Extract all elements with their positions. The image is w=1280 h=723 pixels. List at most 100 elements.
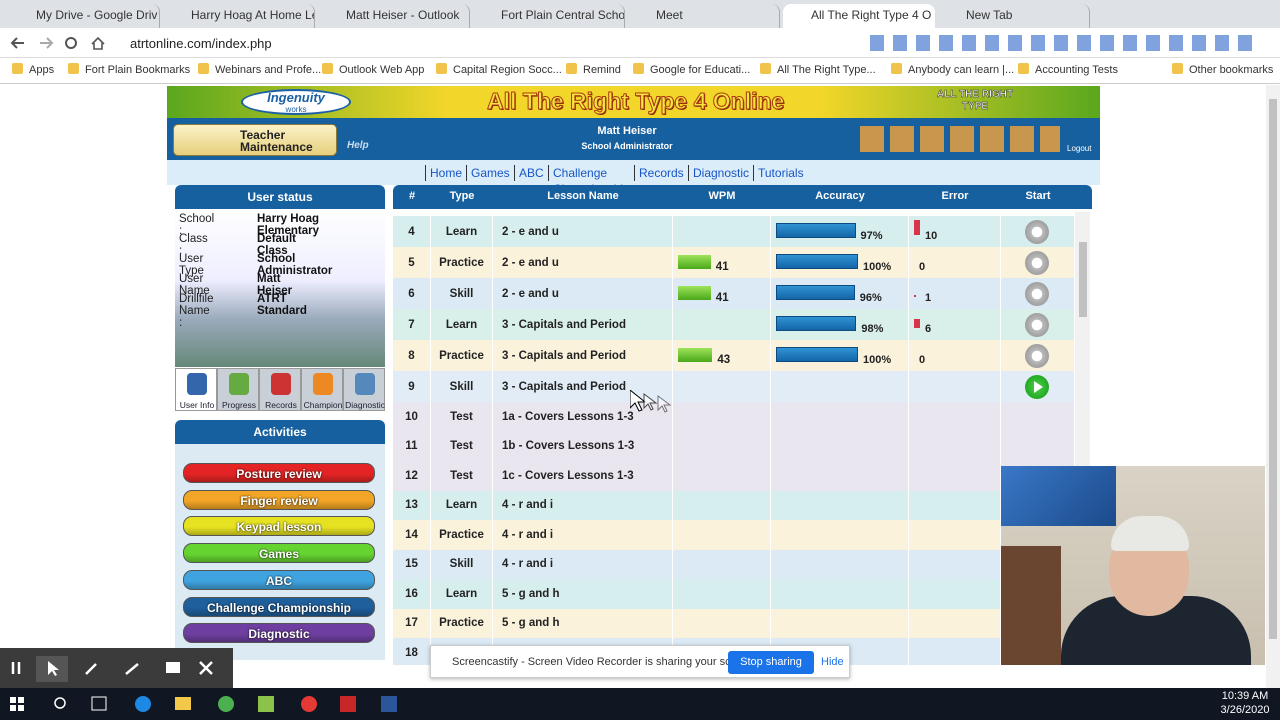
cell-error	[909, 579, 1001, 609]
table-row[interactable]: 11 Test 1b - Covers Lessons 1-3	[393, 431, 1075, 461]
bookmark[interactable]: Accounting Tests	[1018, 62, 1118, 78]
accuracy-bar	[776, 315, 857, 331]
cell-wpm	[673, 371, 771, 402]
bookmark[interactable]: Outlook Web App	[322, 62, 424, 78]
table-row[interactable]: 13 Learn 4 - r and i	[393, 490, 1075, 520]
other-bookmarks[interactable]: Other bookmarks	[1172, 62, 1273, 78]
logout[interactable]: Logout	[1067, 144, 1092, 153]
side-tab[interactable]: Champion	[301, 368, 343, 411]
cell-wpm	[673, 520, 771, 550]
table-row[interactable]: 16 Learn 5 - g and h	[393, 579, 1075, 609]
start-done[interactable]	[1025, 281, 1049, 306]
side-tab[interactable]: Diagnostic	[343, 368, 385, 411]
nav-link[interactable]: Games	[466, 165, 514, 181]
side-tab[interactable]: User Info	[175, 368, 217, 411]
row-type: Skill	[449, 380, 474, 393]
nav-link[interactable]: Tutorials	[753, 165, 808, 181]
row-number: 12	[405, 469, 418, 482]
row-number: 4	[408, 225, 415, 238]
browser-tab[interactable]: Fort Plain Central Scho	[473, 4, 625, 28]
teacher-maintenance[interactable]: Teacher Maintenance	[173, 124, 337, 156]
table-row[interactable]: 6 Skill 2 - e and u 41 96% 1	[393, 278, 1075, 309]
bookmark[interactable]: Google for Educati...	[633, 62, 750, 78]
table-row[interactable]: 10 Test 1a - Covers Lessons 1-3	[393, 402, 1075, 432]
clock-date[interactable]: 3/26/2020	[1220, 704, 1270, 716]
start-done[interactable]	[1025, 219, 1049, 244]
nav-link[interactable]: Records	[634, 165, 688, 181]
browser-tab[interactable]: New Tab	[938, 4, 1090, 28]
table-row[interactable]: 4 Learn 2 - e and u 97% 10	[393, 216, 1075, 247]
stop-sharing[interactable]: Stop sharing	[728, 651, 814, 674]
nav-buttons[interactable]	[8, 34, 108, 52]
bookmark[interactable]: Anybody can learn |...	[891, 62, 1014, 78]
nav-link[interactable]: Challenge Championship	[548, 165, 634, 196]
side-tab[interactable]: Records	[259, 368, 301, 411]
start-done[interactable]	[1025, 343, 1049, 368]
side-tab-icon	[187, 373, 207, 395]
clock-time[interactable]: 10:39 AM	[1221, 690, 1269, 702]
row-type: Practice	[439, 617, 484, 630]
hide[interactable]: Hide	[821, 656, 844, 668]
user-status-panel	[175, 209, 385, 367]
browser-tab[interactable]: My Drive - Google Driv	[8, 4, 160, 28]
table-row[interactable]: 12 Test 1c - Covers Lessons 1-3	[393, 461, 1075, 491]
teacher-maintenance-label[interactable]: Teacher Maintenance	[240, 128, 313, 154]
browser-tab[interactable]: Matt Heiser - Outlook	[318, 4, 470, 28]
start-done[interactable]	[1025, 250, 1049, 275]
taskbar-icons[interactable]	[0, 688, 420, 720]
nav-link[interactable]: Home	[425, 165, 466, 181]
side-tab-label[interactable]: Champion	[303, 400, 343, 410]
side-tab-icon	[313, 373, 333, 395]
bookmark[interactable]: Apps	[12, 62, 54, 78]
side-tab[interactable]: Progress	[217, 368, 259, 411]
recorder-toolbar[interactable]	[0, 648, 233, 688]
help[interactable]: Help	[347, 140, 369, 151]
side-tab-icon	[271, 373, 291, 395]
cell-num: 18	[393, 638, 431, 665]
bookmark[interactable]: All The Right Type...	[760, 62, 876, 78]
side-tab-label[interactable]: Records	[265, 400, 297, 410]
activity-button[interactable]: Diagnostic	[183, 623, 375, 644]
table-row[interactable]: 7 Learn 3 - Capitals and Period 98% 6	[393, 309, 1075, 340]
side-tab-label[interactable]: User Info	[179, 400, 215, 410]
activity-button[interactable]: Keypad lesson	[183, 516, 375, 537]
table-row[interactable]: 17 Practice 5 - g and h	[393, 608, 1075, 638]
table-row[interactable]: 9 Skill 3 - Capitals and Period	[393, 371, 1075, 402]
row-lesson: 2 - e and u	[502, 256, 559, 269]
header-icons[interactable]	[860, 126, 1060, 152]
page-scrollbar[interactable]	[1266, 85, 1280, 688]
url[interactable]: atrtonline.com/index.php	[130, 36, 272, 51]
activity-button[interactable]: Finger review	[183, 489, 375, 510]
wpm-bar	[678, 254, 711, 269]
bookmark[interactable]: Remind	[566, 62, 621, 78]
table-row[interactable]: 15 Skill 4 - r and i	[393, 549, 1075, 579]
start-play[interactable]	[1025, 374, 1049, 399]
cursor	[630, 390, 672, 413]
field-label: School :	[179, 213, 215, 237]
nav-link[interactable]: Diagnostic	[688, 165, 753, 181]
activity-button[interactable]: Challenge Championship	[183, 596, 375, 617]
browser-tab[interactable]: Harry Hoag At Home Le	[163, 4, 315, 28]
row-lesson: 3 - Capitals and Period	[502, 380, 626, 393]
side-tab-label[interactable]: Progress	[221, 400, 256, 410]
play-triangle	[1034, 380, 1043, 393]
side-tab-label[interactable]: Diagnostic	[345, 400, 385, 410]
bookmark[interactable]: Capital Region Socc...	[436, 62, 562, 78]
extension-icons[interactable]	[870, 35, 1260, 51]
bookmark[interactable]: Fort Plain Bookmarks	[68, 62, 190, 78]
browser-tab[interactable]: All The Right Type 4 O	[783, 4, 935, 28]
activity-button[interactable]: Posture review	[183, 463, 375, 483]
start-done[interactable]	[1025, 312, 1049, 337]
table-row[interactable]: 14 Practice 4 - r and i	[393, 520, 1075, 550]
activity-button[interactable]: ABC	[183, 569, 375, 590]
table-row[interactable]: 8 Practice 3 - Capitals and Period 43 100% 0	[393, 340, 1075, 371]
cell-lesson: 4 - r and i	[493, 549, 673, 579]
recorder-icons[interactable]	[0, 648, 233, 688]
accuracy-bar	[776, 346, 858, 362]
activity-button[interactable]: Games	[183, 543, 375, 564]
browser-tab[interactable]: Meet	[628, 4, 780, 28]
table-row[interactable]: 5 Practice 2 - e and u 41 100% 0	[393, 247, 1075, 278]
row-lesson: 1c - Covers Lessons 1-3	[502, 469, 634, 482]
bookmark[interactable]: Webinars and Profe...	[198, 62, 321, 78]
nav-link[interactable]: ABC	[514, 165, 548, 181]
